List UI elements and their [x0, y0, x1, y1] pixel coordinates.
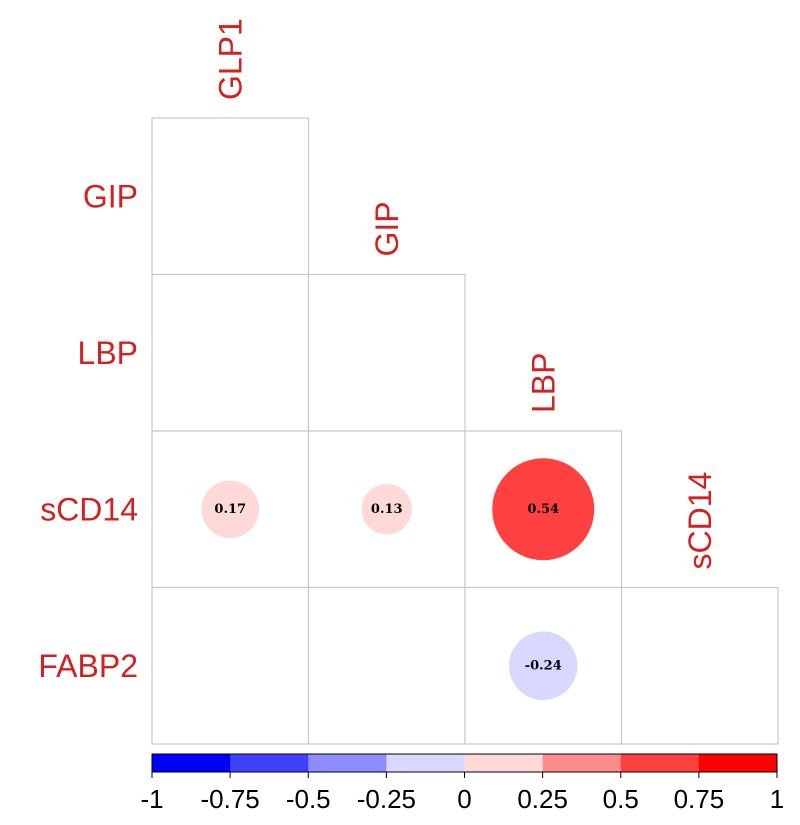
- col-label-scd14: sCD14: [682, 472, 718, 570]
- row-label-lbp: LBP: [78, 335, 138, 371]
- corr-circle-scd14-gip: [361, 484, 412, 535]
- col-label-lbp: LBP: [525, 353, 561, 413]
- colorbar-bin-1: [230, 754, 309, 772]
- colorbar-tick-label-6: 0.5: [603, 784, 639, 814]
- corr-value-scd14-gip: 0.13: [371, 502, 403, 517]
- corr-value-scd14-lbp: 0.54: [527, 502, 559, 517]
- corr-value-fabp2-lbp: -0.24: [525, 658, 562, 673]
- colorbar-tick-label-4: 0: [457, 784, 471, 814]
- colorbar-bin-2: [308, 754, 387, 772]
- grid-cell-lbp-gip: [307, 273, 466, 432]
- colorbar-bin-5: [542, 754, 622, 772]
- grid-cell-fabp2-scd14: [620, 586, 779, 745]
- grid-cell-gip-glp1: [151, 117, 310, 276]
- colorbar-bin-6: [620, 754, 700, 772]
- matrix-grid: [151, 117, 779, 745]
- colorbar-bin-4: [464, 754, 544, 772]
- col-label-glp1: GLP1: [212, 18, 248, 100]
- colorbar: -1 -0.75 -0.5 -0.25 0 0.25 0.5 0.75 1: [140, 753, 784, 814]
- variable-labels: GIP LBP sCD14 FABP2 GLP1 GIP LBP sCD14: [38, 18, 717, 684]
- colorbar-bin-0: [152, 754, 231, 772]
- colorbar-tick-label-7: 0.75: [674, 784, 725, 814]
- corr-circle-scd14-lbp: [492, 458, 595, 561]
- colorbar-tick-label-5: 0.25: [517, 784, 568, 814]
- corr-circle-fabp2-lbp: [509, 631, 578, 700]
- colorbar-bin-3: [386, 754, 465, 772]
- colorbar-tick-label-3: -0.25: [357, 784, 416, 814]
- col-label-gip: GIP: [369, 201, 405, 256]
- grid-cell-lbp-glp1: [151, 273, 310, 432]
- grid-cell-fabp2-glp1: [151, 586, 310, 745]
- colorbar-bin-7: [698, 754, 778, 772]
- grid-cell-fabp2-gip: [307, 586, 466, 745]
- row-label-fabp2: FABP2: [38, 648, 138, 684]
- colorbar-tick-label-8: 1: [770, 784, 784, 814]
- row-label-gip: GIP: [83, 178, 138, 214]
- corr-value-scd14-glp1: 0.17: [214, 502, 246, 517]
- correlation-circles: 0.17 0.13 0.54 -0.24: [201, 458, 595, 700]
- row-label-scd14: sCD14: [40, 491, 138, 527]
- colorbar-tick-label-2: -0.5: [286, 784, 331, 814]
- corr-circle-scd14-glp1: [201, 480, 260, 539]
- colorbar-tick-label-0: -1: [140, 784, 163, 814]
- colorbar-tick-label-1: -0.75: [200, 784, 259, 814]
